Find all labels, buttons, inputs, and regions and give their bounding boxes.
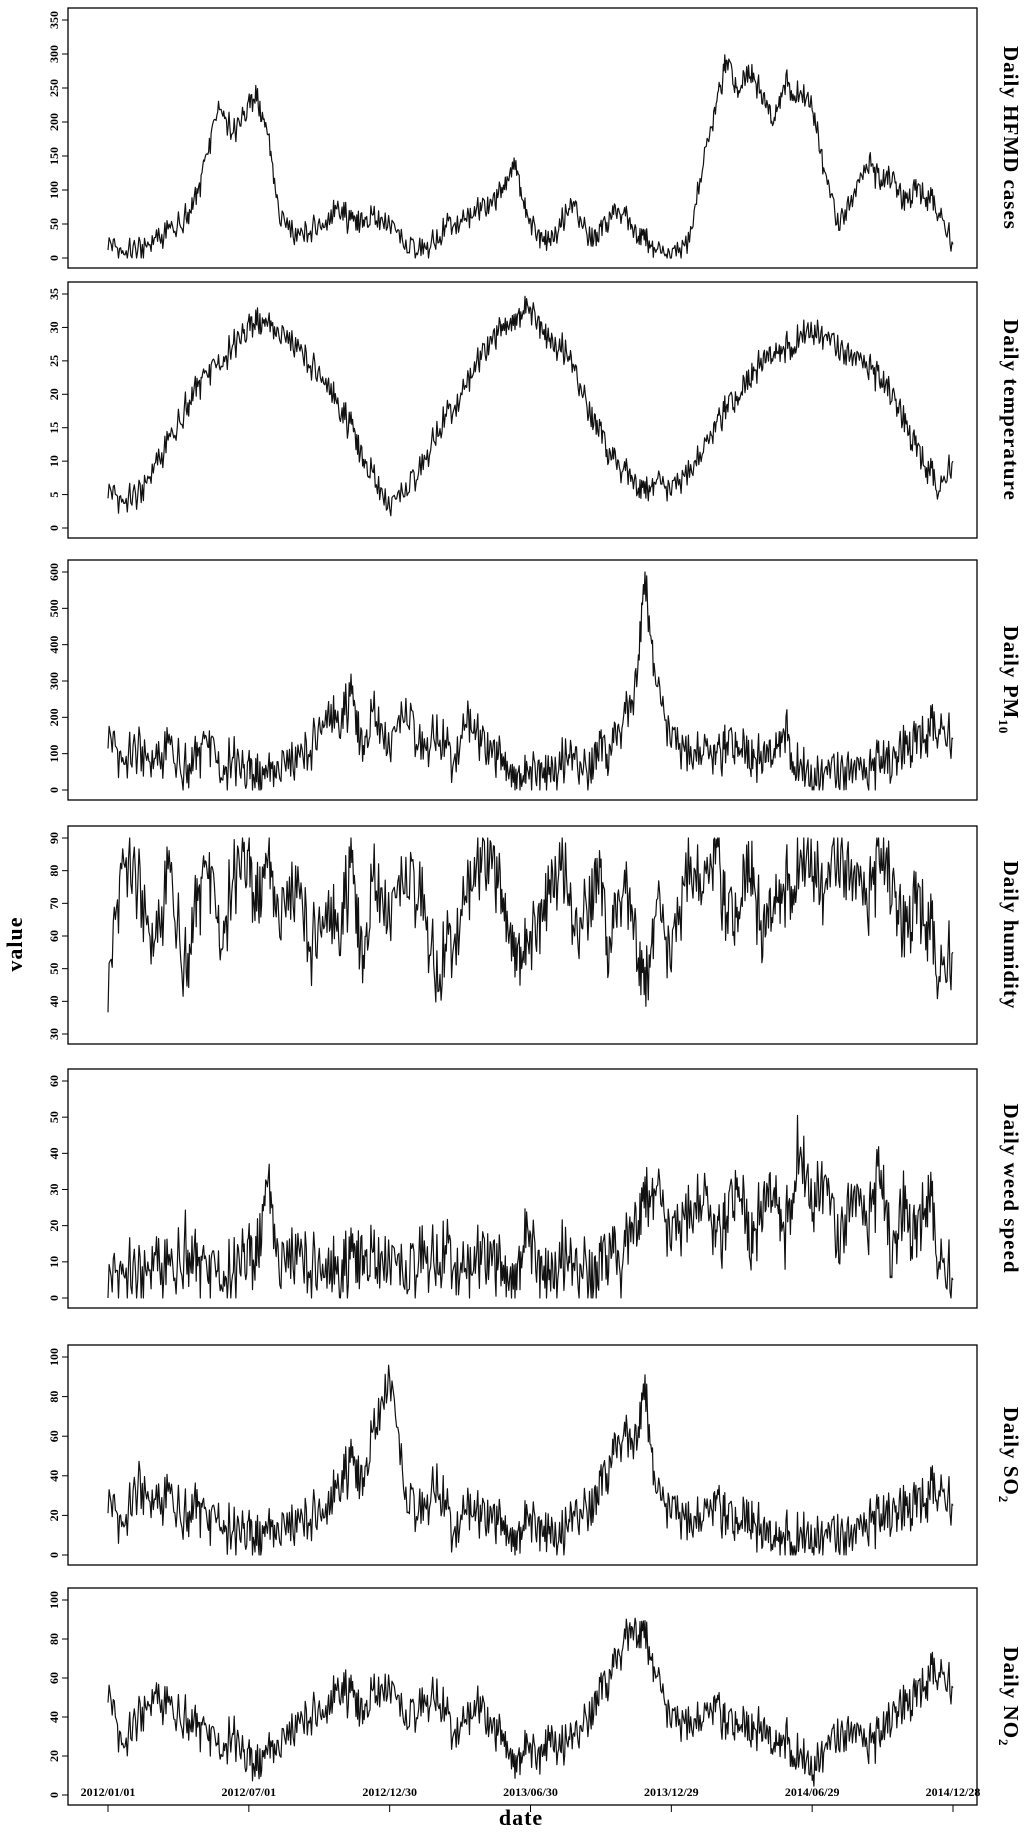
- y-tick-label: 30: [47, 1184, 61, 1196]
- y-tick-label: 200: [47, 113, 61, 131]
- x-tick-label: 2012/01/01: [81, 1785, 136, 1799]
- series-line: [107, 571, 954, 791]
- y-axis-title: value: [2, 916, 27, 971]
- y-tick-label: 40: [47, 1711, 61, 1723]
- y-tick-label: 0: [47, 525, 61, 531]
- panel-frame: [67, 1068, 978, 1309]
- y-tick-label: 60: [47, 1430, 61, 1442]
- y-tick-label: 300: [47, 672, 61, 690]
- panel-frame: [67, 1587, 978, 1806]
- y-tick-label: 60: [47, 1672, 61, 1684]
- series-line: [107, 1114, 954, 1299]
- y-tick-label: 20: [47, 1220, 61, 1232]
- y-tick-label: 40: [47, 1470, 61, 1482]
- x-tick-label: 2013/12/29: [644, 1785, 699, 1799]
- y-tick-label: 200: [47, 708, 61, 726]
- y-tick-label: 20: [47, 388, 61, 400]
- y-tick-label: 0: [47, 255, 61, 261]
- y-tick-label: 60: [47, 1075, 61, 1087]
- panel-4: 30 40 50 60 70 80 90 Daily humidity: [47, 825, 1023, 1045]
- y-tick-label: 350: [47, 11, 61, 29]
- x-axis-title: date: [499, 1805, 543, 1830]
- panel-label: Daily SO2: [996, 1407, 1023, 1504]
- y-tick-label: 20: [47, 1509, 61, 1521]
- y-tick-label: 90: [47, 832, 61, 844]
- panel-6: 0 20 40 60 80 100 Daily SO2: [47, 1344, 1023, 1566]
- y-tick-label: 0: [47, 1295, 61, 1301]
- y-tick-label: 600: [47, 563, 61, 581]
- panel-2: 0 5 10 15 20 25 30 35 Daily temperature: [47, 281, 1023, 539]
- series-line: [107, 1364, 954, 1556]
- panel-5: 0 10 20 30 40 50 60 Daily weed speed: [47, 1068, 1023, 1309]
- y-tick-label: 40: [47, 1147, 61, 1159]
- panel-frame: [67, 281, 978, 539]
- y-tick-label: 15: [47, 422, 61, 434]
- y-tick-label: 80: [47, 865, 61, 877]
- y-tick-label: 0: [47, 1552, 61, 1558]
- y-tick-label: 150: [47, 147, 61, 165]
- series-line: [107, 54, 954, 259]
- y-tick-label: 80: [47, 1391, 61, 1403]
- y-tick-label: 10: [47, 1256, 61, 1268]
- y-tick-label: 70: [47, 897, 61, 909]
- y-tick-label: 100: [47, 1348, 61, 1366]
- shared-x-axis: 2012/01/01 2012/07/01 2012/12/30 2013/06/30…: [81, 1785, 981, 1812]
- panel-label: Daily weed speed: [999, 1104, 1023, 1274]
- y-tick-label: 100: [47, 1591, 61, 1609]
- panel-label: Daily temperature: [999, 319, 1023, 501]
- y-tick-label: 60: [47, 930, 61, 942]
- y-tick-label: 30: [47, 1028, 61, 1040]
- y-tick-label: 300: [47, 45, 61, 63]
- y-tick-label: 400: [47, 636, 61, 654]
- panel-label: Daily NO2: [996, 1646, 1023, 1746]
- panel-label: Daily PM10: [996, 626, 1023, 735]
- y-tick-label: 50: [47, 218, 61, 230]
- panel-label: Daily HFMD cases: [999, 46, 1023, 230]
- y-tick-label: 0: [47, 787, 61, 793]
- panel-label: Daily humidity: [999, 861, 1023, 1010]
- y-tick-label: 10: [47, 455, 61, 467]
- y-tick-label: 25: [47, 355, 61, 367]
- series-line: [107, 1617, 954, 1787]
- y-tick-label: 40: [47, 995, 61, 1007]
- y-tick-label: 250: [47, 79, 61, 97]
- y-tick-label: 100: [47, 181, 61, 199]
- panel-frame: [67, 7, 978, 269]
- y-tick-label: 30: [47, 321, 61, 333]
- series-line: [107, 295, 954, 517]
- panel-1: 0 50 100 150 200 250 300 350 Daily HFMD cases: [47, 7, 1023, 269]
- y-tick-label: 50: [47, 963, 61, 975]
- y-tick-label: 100: [47, 745, 61, 763]
- y-tick-label: 0: [47, 1792, 61, 1798]
- x-tick-label: 2014/12/28: [926, 1785, 981, 1799]
- series-line: [107, 837, 954, 1013]
- y-tick-label: 5: [47, 492, 61, 498]
- y-tick-label: 80: [47, 1633, 61, 1645]
- x-tick-label: 2014/06/29: [785, 1785, 840, 1799]
- x-tick-label: 2013/06/30: [503, 1785, 558, 1799]
- x-tick-label: 2012/07/01: [221, 1785, 276, 1799]
- y-tick-label: 50: [47, 1111, 61, 1123]
- y-tick-label: 35: [47, 288, 61, 300]
- panel-3: 0 100 200 300 400 500 600 Daily PM10: [47, 559, 1023, 801]
- y-tick-label: 20: [47, 1750, 61, 1762]
- y-tick-label: 500: [47, 599, 61, 617]
- x-tick-label: 2012/12/30: [362, 1785, 417, 1799]
- panel-7: 0 20 40 60 80 100 Daily NO2: [47, 1587, 1023, 1806]
